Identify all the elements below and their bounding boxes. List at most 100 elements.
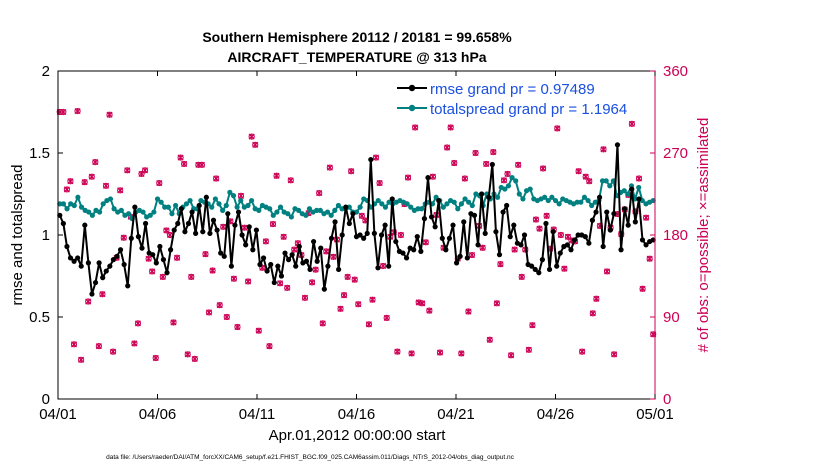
obs-assimilated-point [337, 305, 344, 312]
obs-assimilated-point [177, 154, 184, 161]
obs-assimilated-point [557, 231, 564, 239]
totalspread-point [603, 178, 609, 184]
rmse-point [350, 211, 356, 217]
rmse-point [446, 235, 453, 241]
obs-assimilated-point [209, 267, 216, 274]
rmse-point [257, 261, 263, 268]
totalspread-point [556, 201, 562, 207]
obs-assimilated-point [181, 160, 188, 167]
totalspread-point [415, 206, 421, 212]
obs-assimilated-point [372, 154, 380, 161]
rmse-point [250, 247, 256, 253]
totalspread-point [75, 194, 81, 200]
totalspread-point [324, 209, 331, 215]
obs-assimilated-point [102, 182, 110, 189]
rmse-point [175, 220, 181, 227]
rmse-point [629, 186, 635, 192]
obs-assimilated-point [142, 167, 149, 174]
rmse-point [321, 286, 327, 292]
y-axis-ticks: 0 0.5 1 1.5 2 [29, 63, 63, 408]
rmse-point [285, 257, 292, 263]
obs-assimilated-point [273, 172, 280, 179]
rmse-point [203, 194, 209, 200]
rmse-point [171, 227, 177, 233]
obs-assimilated-point [149, 268, 156, 275]
obs-assimilated-point [525, 346, 532, 353]
totalspread-point [462, 196, 468, 202]
rmse-point [332, 219, 338, 225]
x-axis-ticks: 04/01 04/06 04/11 04/16 04/21 04/26 05/01 [39, 71, 674, 423]
y-right-tick-label: 0 [663, 391, 671, 408]
rmse-point [139, 245, 145, 251]
obs-assimilated-point [486, 336, 493, 343]
rmse-point [293, 263, 299, 269]
obs-assimilated-point [237, 192, 245, 199]
obs-assimilated-point [458, 350, 465, 357]
totalspread-point [267, 206, 273, 212]
totalspread-point [505, 183, 512, 189]
rmse-point [414, 234, 420, 240]
obs-assimilated-point [74, 108, 81, 115]
obs-assimilated-point [412, 124, 419, 131]
rmse-point [311, 238, 317, 245]
rmse-point [461, 219, 467, 225]
rmse-point [361, 235, 367, 241]
totalspread-point [234, 204, 240, 210]
rmse-point [117, 247, 124, 253]
obs-assimilated-point [241, 224, 248, 231]
obs-assimilated-point [159, 273, 166, 280]
rmse-point [643, 242, 649, 248]
rmse-point [614, 142, 621, 148]
totalspread-point [158, 199, 164, 205]
x-tick-label: 04/06 [139, 406, 177, 423]
rmse-point [164, 270, 170, 276]
obs-assimilated-point [468, 251, 476, 259]
rmse-point [639, 237, 646, 243]
rmse-point [593, 209, 599, 215]
obs-assimilated-point [266, 343, 273, 350]
rmse-point [393, 238, 399, 245]
obs-assimilated-point [465, 308, 472, 315]
rmse-point [178, 206, 184, 212]
totalspread-point [248, 197, 255, 204]
totalspread-point [274, 209, 280, 215]
rmse-point [536, 270, 542, 276]
totalspread-point [209, 204, 215, 210]
rmse-point [500, 209, 506, 215]
obs-assimilated-point [589, 310, 596, 317]
rmse-point [504, 202, 510, 209]
rmse-point [428, 214, 435, 220]
obs-assimilated-point [248, 133, 255, 140]
rmse-point [375, 265, 381, 271]
obs-assimilated-point [198, 161, 205, 168]
rmse-point [432, 224, 438, 230]
rmse-point [103, 268, 109, 274]
rmse-point [264, 268, 270, 274]
totalspread-point [147, 212, 153, 218]
footer-datafile: data file: /Users/raeder/DAI/ATM_forcXX/… [106, 454, 515, 461]
totalspread-point [589, 202, 595, 209]
obs-assimilated-point [408, 350, 415, 357]
rmse-point [268, 261, 274, 268]
rmse-point [278, 273, 285, 279]
rmse-point [368, 156, 374, 163]
rmse-point [253, 227, 260, 233]
rmse-point [571, 237, 578, 243]
totalspread-point [306, 206, 313, 212]
obs-assimilated-point [497, 261, 504, 268]
obs-assimilated-point [504, 170, 511, 178]
obs-assimilated-point [230, 275, 237, 282]
obs-assimilated-point [213, 175, 220, 182]
totalspread-point [469, 202, 475, 209]
rmse-point [457, 253, 463, 259]
obs-assimilated-point [309, 279, 316, 286]
totalspread-point [509, 175, 515, 181]
rmse-point [400, 250, 406, 256]
obs-assimilated-point [131, 340, 138, 347]
totalspread-point [97, 209, 103, 215]
totalspread-point [107, 196, 114, 202]
obs-assimilated-point [99, 291, 106, 298]
rmse-point [160, 257, 167, 263]
totalspread-point [419, 206, 425, 212]
rmse-point [518, 242, 524, 248]
